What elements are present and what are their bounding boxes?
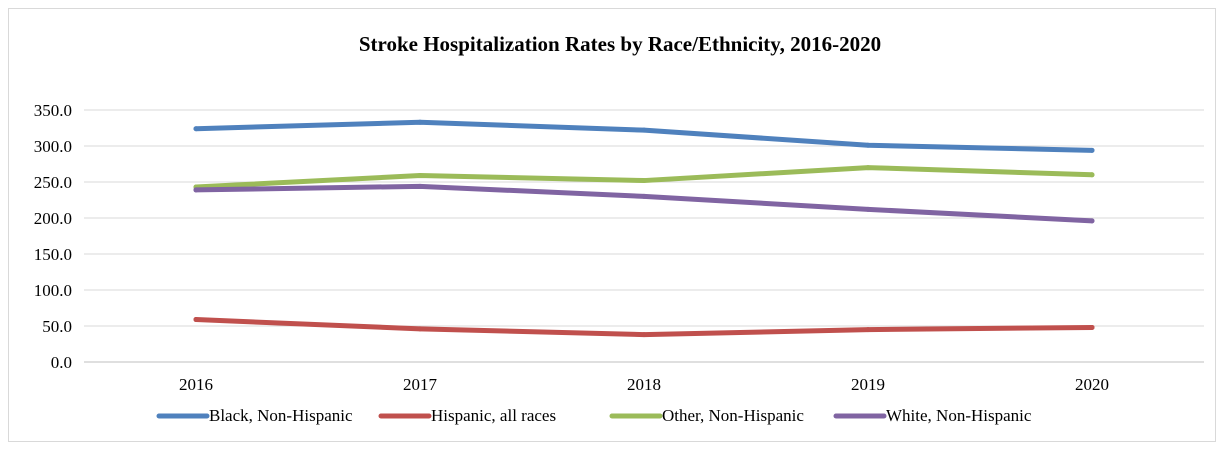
- data-point-black-non-hispanic: [417, 119, 423, 125]
- x-tick-label: 2016: [179, 375, 213, 394]
- y-tick-label: 300.0: [34, 137, 72, 156]
- data-point-black-non-hispanic: [641, 127, 647, 133]
- data-point-white-non-hispanic: [417, 183, 423, 189]
- data-point-black-non-hispanic: [1089, 147, 1095, 153]
- x-axis-tick-labels: 2016 2017 2018 2019 2020: [179, 375, 1109, 394]
- series-lines: [193, 119, 1095, 338]
- y-tick-label: 250.0: [34, 173, 72, 192]
- x-tick-label: 2017: [403, 375, 438, 394]
- data-point-white-non-hispanic: [641, 193, 647, 199]
- legend-label-hispanic-all-races: Hispanic, all races: [431, 406, 556, 425]
- data-point-hispanic-all-races: [193, 317, 199, 323]
- legend: Black, Non-Hispanic Hispanic, all races Ot…: [156, 406, 1032, 425]
- y-tick-label: 150.0: [34, 245, 72, 264]
- y-tick-label: 0.0: [51, 353, 72, 372]
- x-tick-label: 2018: [627, 375, 661, 394]
- y-tick-label: 50.0: [42, 317, 72, 336]
- chart-frame: [8, 8, 1216, 442]
- data-point-black-non-hispanic: [865, 142, 871, 148]
- legend-label-white-non-hispanic: White, Non-Hispanic: [886, 406, 1032, 425]
- x-tick-label: 2019: [851, 375, 885, 394]
- data-point-other-non-hispanic: [641, 178, 647, 184]
- series-line-white-non-hispanic: [193, 183, 1095, 224]
- data-point-other-non-hispanic: [417, 173, 423, 179]
- data-point-other-non-hispanic: [865, 165, 871, 171]
- y-tick-label: 350.0: [34, 101, 72, 120]
- data-point-white-non-hispanic: [193, 187, 199, 193]
- data-point-hispanic-all-races: [641, 332, 647, 338]
- x-tick-label: 2020: [1075, 375, 1109, 394]
- data-point-hispanic-all-races: [1089, 324, 1095, 330]
- legend-label-black-non-hispanic: Black, Non-Hispanic: [209, 406, 353, 425]
- chart-title: Stroke Hospitalization Rates by Race/Eth…: [359, 32, 881, 56]
- legend-label-other-non-hispanic: Other, Non-Hispanic: [662, 406, 804, 425]
- series-line-other-non-hispanic: [193, 165, 1095, 190]
- data-point-black-non-hispanic: [193, 126, 199, 132]
- y-tick-label: 200.0: [34, 209, 72, 228]
- data-point-other-non-hispanic: [1089, 172, 1095, 178]
- y-tick-label: 100.0: [34, 281, 72, 300]
- data-point-hispanic-all-races: [865, 327, 871, 333]
- y-axis-tick-labels: 0.0 50.0 100.0 150.0 200.0 250.0 300.0 350.0: [34, 101, 72, 372]
- data-point-white-non-hispanic: [1089, 218, 1095, 224]
- data-point-hispanic-all-races: [417, 326, 423, 332]
- data-point-white-non-hispanic: [865, 206, 871, 212]
